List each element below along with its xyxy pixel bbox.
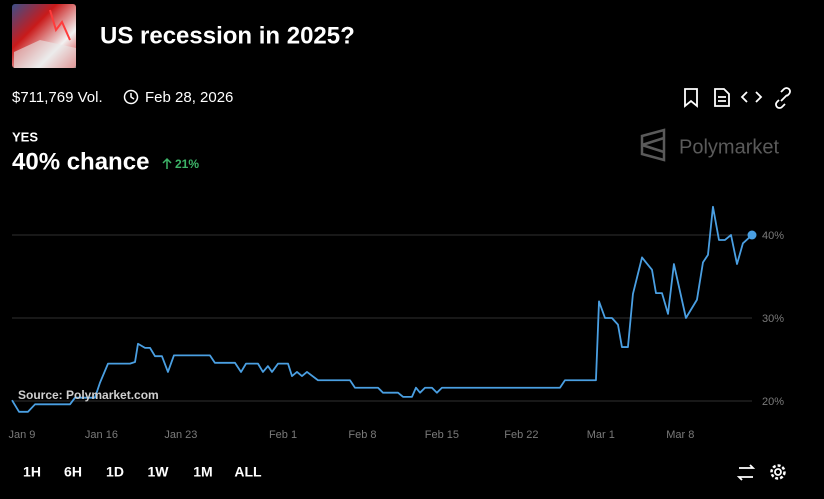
volume: $711,769 Vol. bbox=[12, 89, 103, 106]
y-tick-label: 40% bbox=[762, 230, 784, 242]
clock-icon bbox=[123, 89, 139, 105]
range-button[interactable]: 6H bbox=[64, 464, 82, 480]
price-line bbox=[11, 205, 753, 413]
swap-button[interactable] bbox=[736, 464, 756, 481]
document-button[interactable] bbox=[714, 88, 730, 107]
end-date: Feb 28, 2026 bbox=[145, 89, 233, 106]
range-button[interactable]: ALL bbox=[234, 464, 262, 480]
market-title: US recession in 2025? bbox=[100, 22, 355, 49]
range-button[interactable]: 1M bbox=[193, 464, 212, 480]
outcome-label: YES bbox=[12, 129, 38, 144]
x-tick-label: Jan 23 bbox=[164, 429, 197, 441]
latest-point bbox=[747, 230, 757, 240]
brand-logo bbox=[640, 128, 666, 162]
range-button[interactable]: 1H bbox=[23, 464, 41, 480]
clock-hands bbox=[130, 93, 135, 100]
change-arrow bbox=[162, 157, 172, 169]
embed-button[interactable] bbox=[740, 91, 763, 103]
settings-center bbox=[774, 468, 782, 476]
settings-button[interactable] bbox=[770, 464, 786, 480]
x-tick-label: Feb 22 bbox=[504, 429, 538, 441]
chart: 20% 30% 40% Jan 9 Jan 16 Jan 23 Feb 1 Feb 8 Feb … bbox=[9, 205, 784, 441]
x-tick-label: Feb 1 bbox=[269, 429, 297, 441]
bookmark-button[interactable] bbox=[684, 88, 698, 108]
thumbnail-flag bbox=[14, 40, 76, 68]
chance: 40% chance bbox=[12, 148, 149, 175]
change: 21% bbox=[175, 157, 199, 171]
thumbnail-chart bbox=[49, 9, 71, 41]
x-tick-label: Jan 16 bbox=[85, 429, 118, 441]
range-button[interactable]: 1D bbox=[106, 464, 124, 480]
brand-watermark: Polymarket bbox=[679, 136, 779, 158]
x-tick-label: Feb 15 bbox=[425, 429, 459, 441]
link-button[interactable] bbox=[775, 87, 791, 109]
x-tick-label: Jan 9 bbox=[9, 429, 36, 441]
range-button[interactable]: 1W bbox=[148, 464, 170, 480]
chart-source: Source: Polymarket.com bbox=[18, 388, 159, 402]
y-tick-label: 20% bbox=[762, 396, 784, 408]
x-tick-label: Feb 8 bbox=[348, 429, 376, 441]
x-tick-label: Mar 8 bbox=[666, 429, 694, 441]
range-selector: 1H 6H 1D 1W 1M ALL bbox=[23, 464, 262, 480]
y-tick-label: 30% bbox=[762, 313, 784, 325]
x-tick-label: Mar 1 bbox=[587, 429, 615, 441]
